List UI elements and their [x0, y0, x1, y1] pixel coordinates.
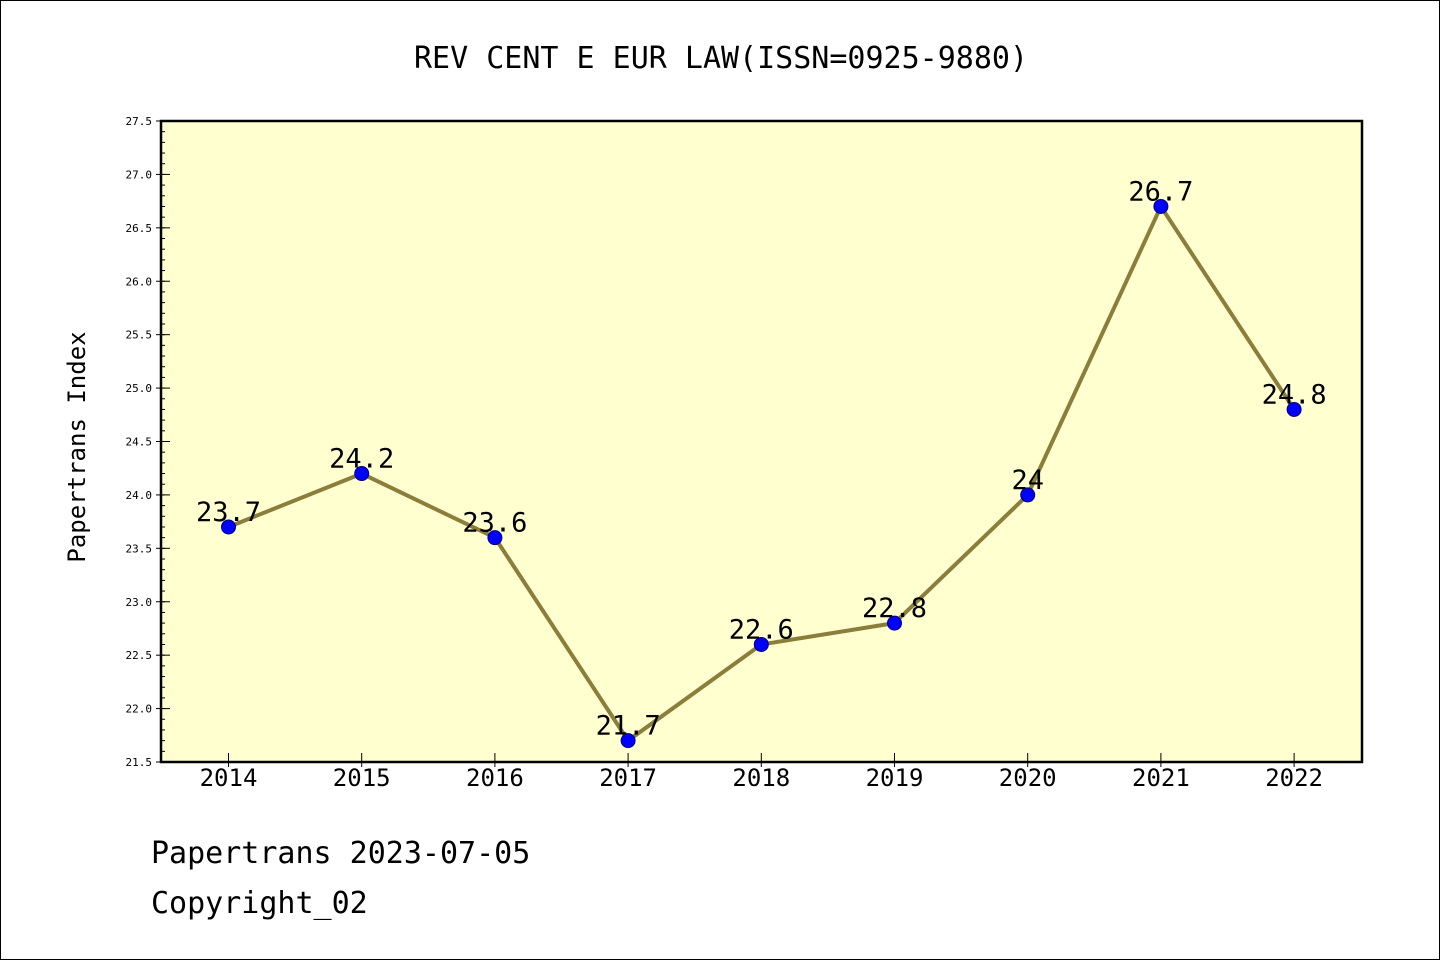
plot-area	[159, 119, 1364, 764]
data-label: 21.7	[596, 711, 661, 742]
x-tick-label: 2015	[333, 764, 391, 792]
data-point	[354, 466, 370, 482]
data-point	[887, 615, 902, 631]
footer-copyright: Copyright_02	[151, 886, 368, 921]
data-label: 24	[1011, 465, 1044, 496]
y-tick-label: 22.5	[126, 649, 153, 662]
x-tick-label: 2019	[866, 764, 924, 792]
data-label: 24.2	[329, 444, 394, 475]
y-tick-label: 21.5	[126, 756, 153, 769]
x-tick-label: 2016	[466, 764, 524, 792]
x-tick-label: 2020	[999, 764, 1057, 792]
data-point	[1286, 401, 1302, 417]
data-label: 24.8	[1262, 379, 1327, 410]
y-tick-label: 25.5	[126, 329, 153, 342]
data-point	[753, 636, 769, 652]
y-tick-label: 26.5	[126, 222, 153, 235]
data-point	[221, 519, 236, 535]
data-labels: 23.7 24.2 23.6 21.7 22.6 22.8 24 26.7 24.8	[196, 176, 1327, 741]
x-tick-label: 2017	[599, 764, 657, 792]
data-point	[1153, 198, 1169, 214]
x-tick-label: 2014	[200, 764, 258, 792]
data-label: 23.6	[462, 508, 527, 539]
x-tick-label: 2018	[732, 764, 790, 792]
y-tick-label: 27.0	[126, 168, 153, 181]
y-tick-label: 26.0	[126, 275, 153, 288]
x-axis-ticks: 2014 2015 2016 2017 2018 2019 2020 2021 2022	[200, 753, 1323, 792]
y-tick-label: 25.0	[126, 382, 153, 395]
x-tick-label: 2021	[1132, 764, 1190, 792]
y-tick-label: 23.5	[126, 542, 153, 555]
x-tick-label: 2022	[1265, 764, 1323, 792]
y-axis-ticks: 21.5 22.0 22.5 23.0 23.5 24.0 24.5 25.0 25.5 26.0…	[126, 115, 170, 769]
data-label: 23.7	[196, 497, 261, 528]
y-tick-label: 22.0	[126, 703, 153, 716]
y-tick-label: 27.5	[126, 115, 153, 128]
data-label: 22.6	[729, 614, 794, 645]
data-label: 22.8	[862, 593, 927, 624]
y-tick-label: 23.0	[126, 596, 153, 609]
y-axis-label: Papertrans Index	[63, 331, 91, 562]
data-point	[620, 733, 636, 749]
footer-date: Papertrans 2023-07-05	[151, 836, 531, 871]
data-points	[221, 198, 1302, 749]
y-tick-label: 24.5	[126, 436, 153, 449]
data-label: 26.7	[1128, 176, 1193, 207]
y-tick-label: 24.0	[126, 489, 153, 502]
chart-title: REV CENT E EUR LAW(ISSN=0925-9880)	[414, 41, 1028, 76]
data-point	[1020, 487, 1036, 503]
data-point	[487, 530, 503, 546]
